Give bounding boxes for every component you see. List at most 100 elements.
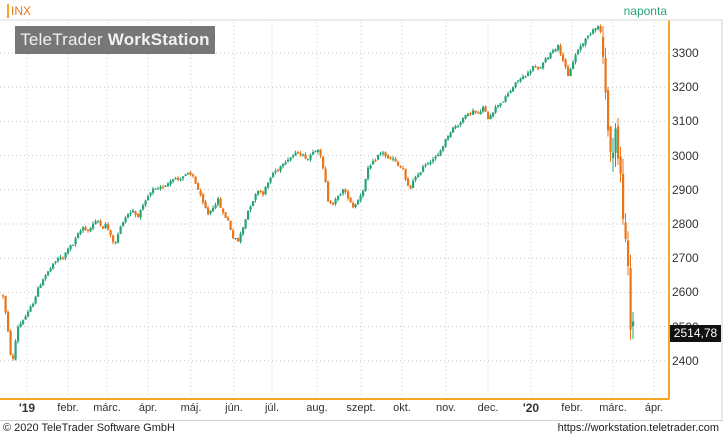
interval-label[interactable]: naponta [623, 4, 667, 18]
candle-body [502, 101, 505, 103]
candle-body [94, 221, 97, 224]
candle-body [524, 76, 527, 78]
x-tick-label: ápr. [138, 402, 158, 414]
candle-body [357, 200, 360, 205]
candle-body [609, 126, 612, 152]
copyright-text: © 2020 TeleTrader Software GmbH [3, 422, 175, 434]
candle-body [189, 172, 192, 175]
candle-body [54, 261, 57, 263]
candle-body [114, 242, 117, 244]
candle-body [507, 93, 510, 97]
candle-body [182, 176, 185, 179]
candle-body [382, 152, 385, 155]
candle-body [127, 214, 130, 218]
candle-body [612, 152, 615, 159]
website-link[interactable]: https://workstation.teletrader.com [557, 422, 719, 434]
candle-body [324, 168, 327, 183]
candle-body [139, 209, 142, 218]
y-tick-label: 2600 [672, 285, 699, 300]
candle-body [67, 248, 70, 254]
candle-body [457, 125, 460, 127]
candle-body [307, 159, 310, 161]
x-tick-label: febr. [57, 402, 79, 414]
y-tick-label: 3200 [672, 80, 699, 95]
candle-body [209, 210, 212, 214]
candle-body [184, 174, 187, 176]
candle-body [589, 33, 592, 35]
x-tick-label: okt. [393, 402, 411, 414]
candle-body [232, 230, 235, 239]
candle-body [414, 177, 417, 181]
candle-body [79, 230, 82, 234]
candle-body [142, 205, 145, 210]
candle-body [264, 186, 267, 195]
candle-body [624, 222, 627, 239]
candle-body [602, 37, 605, 57]
candle-body [104, 223, 107, 229]
candle-body [32, 303, 35, 307]
candle-body [482, 107, 485, 112]
x-tick-label: aug. [306, 402, 328, 414]
symbol-title[interactable]: INX [7, 4, 31, 18]
candle-body [24, 316, 27, 320]
candle-body [234, 238, 237, 240]
candle-body [169, 180, 172, 185]
candle-body [352, 202, 355, 208]
candle-body [572, 62, 575, 69]
candle-body [632, 321, 635, 327]
candle-body [499, 103, 502, 106]
candle-body [334, 199, 337, 204]
candle-body [577, 50, 580, 55]
candle-body [509, 90, 512, 93]
logo-text-bold: WorkStation [107, 30, 210, 49]
y-tick-label: 3000 [672, 148, 699, 163]
candle-body [192, 174, 195, 177]
candle-body [219, 198, 222, 208]
candle-body [299, 153, 302, 156]
candle-body [557, 44, 560, 50]
candle-body [39, 284, 42, 289]
chart-grid [0, 22, 668, 398]
candle-body [627, 240, 630, 267]
candle-body [62, 257, 65, 259]
candle-body [399, 166, 402, 168]
x-tick-label: ápr. [644, 402, 664, 414]
candle-body [397, 161, 400, 166]
candle-body [484, 106, 487, 112]
candle-body [552, 50, 555, 53]
candle-body [462, 117, 465, 123]
candle-body [199, 190, 202, 196]
y-tick-label: 3100 [672, 114, 699, 129]
candle-body [179, 179, 182, 181]
logo-text-light: TeleTrader [20, 30, 108, 49]
candle-body [262, 191, 265, 195]
candle-body [384, 152, 387, 156]
candle-body [22, 320, 25, 325]
y-tick-label: 2400 [672, 353, 699, 368]
candle-body [529, 71, 532, 74]
x-tick-label: szept. [346, 402, 376, 414]
candle-body [402, 168, 405, 170]
candle-body [437, 154, 440, 157]
candle-body [227, 217, 230, 221]
candle-body [37, 287, 40, 297]
candle-body [614, 128, 617, 153]
candle-body [559, 45, 562, 55]
candle-body [409, 185, 412, 189]
candle-body [567, 66, 570, 77]
candle-body [202, 194, 205, 203]
candle-body [432, 159, 435, 162]
candle-body [187, 173, 190, 175]
candle-body [517, 80, 520, 82]
candle-body [594, 28, 597, 31]
candle-body [362, 190, 365, 196]
candle-body [489, 115, 492, 120]
candle-body [599, 26, 602, 32]
candle-body [132, 210, 135, 213]
y-tick-label: 3300 [672, 46, 699, 60]
x-tick-label: márc. [93, 402, 121, 414]
candle-body [44, 275, 47, 279]
candle-body [547, 57, 550, 60]
candle-body [117, 234, 120, 243]
